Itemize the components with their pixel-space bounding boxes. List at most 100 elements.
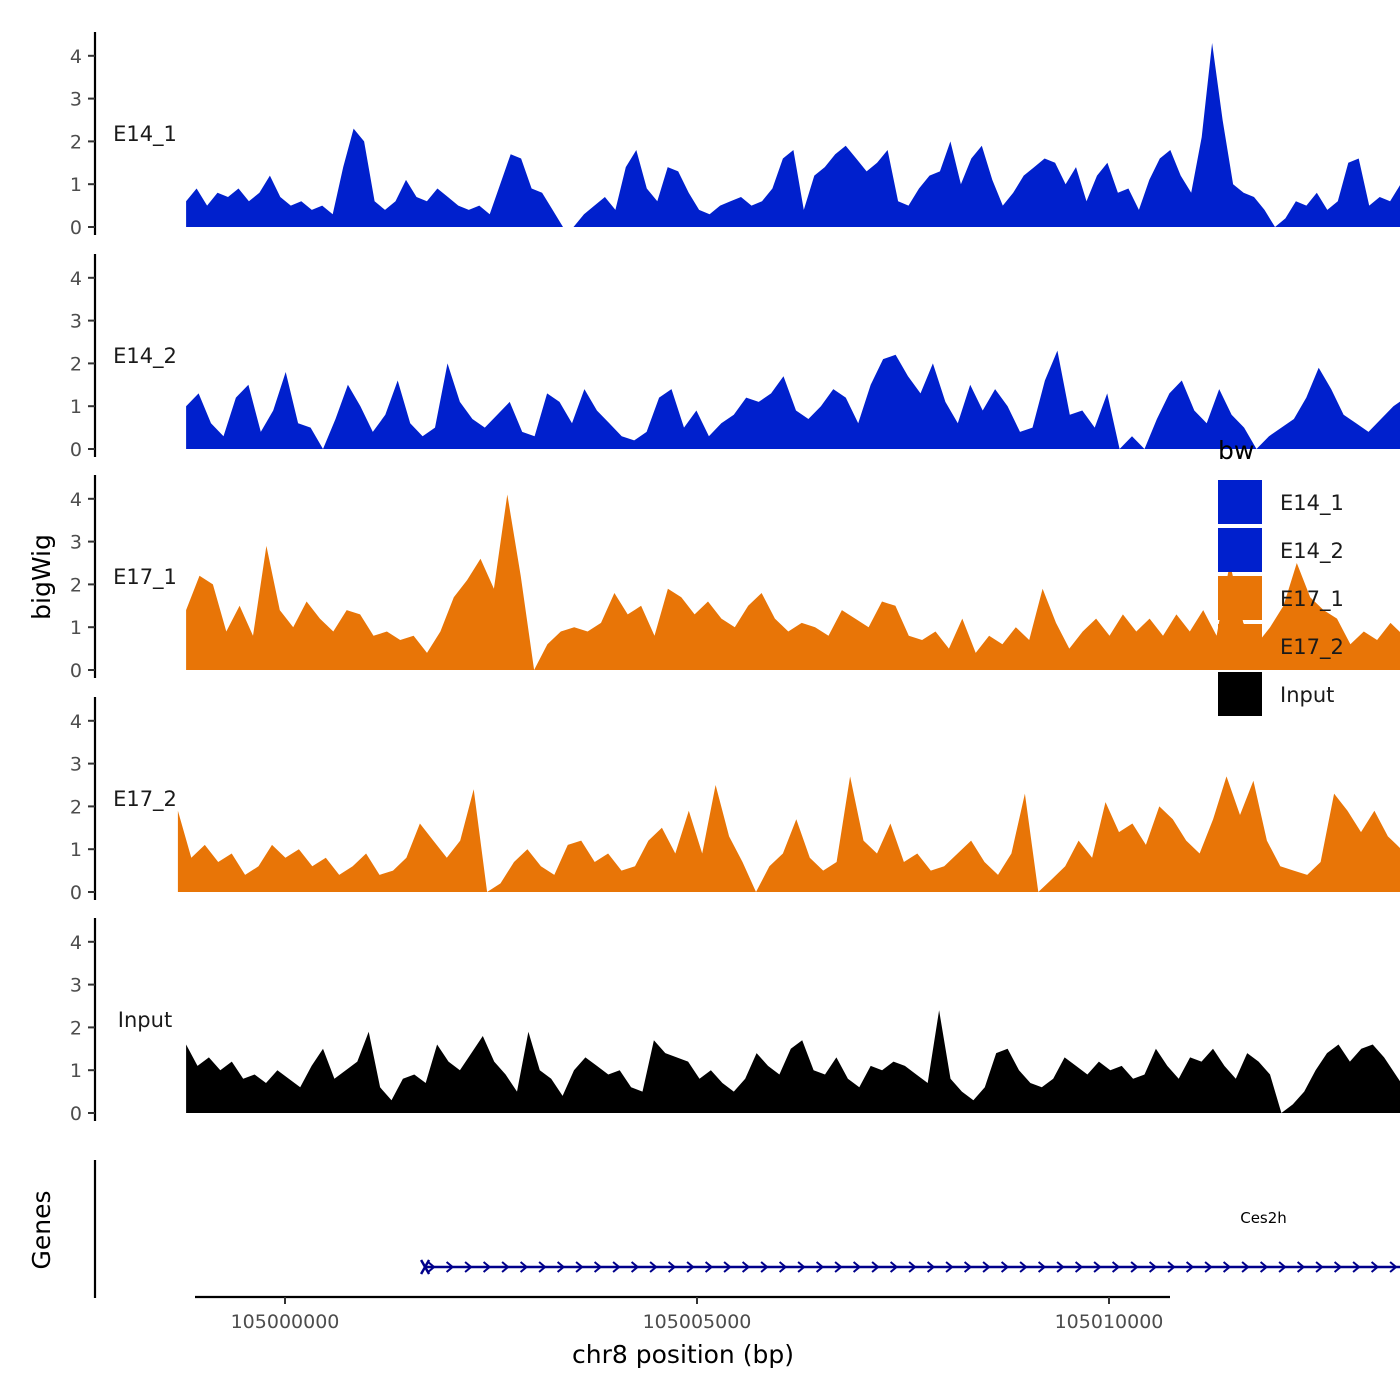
strand-arrow-icon [1204, 1261, 1213, 1273]
strand-arrow-icon [1352, 1261, 1361, 1273]
y-tick-label: 2 [70, 1017, 82, 1039]
x-tick-label: 105000000 [231, 1311, 340, 1333]
strand-arrow-icon [427, 1261, 436, 1273]
y-tick-label: 4 [70, 489, 82, 511]
strand-arrow-icon [686, 1261, 695, 1273]
track-e17-2: 0 1 2 3 4 E17_2 [70, 697, 1400, 904]
y-tick-label: 2 [70, 574, 82, 596]
y-tick-label: 2 [70, 353, 82, 375]
strand-arrow-icon [1278, 1261, 1287, 1273]
tracks-layer: 0 1 2 3 4 E14_1 0 1 2 3 4 E14_2 0 1 2 3 4 E17_1 0 1 2 3 4 E17_2… [70, 32, 1400, 1125]
strand-arrow-icon [1389, 1261, 1398, 1273]
area-e14-1 [186, 43, 1400, 227]
x-axis-title: chr8 position (bp) [572, 1340, 794, 1369]
legend-item-e17-1: E17_1 [1218, 576, 1344, 620]
y-tick-label: 3 [70, 975, 82, 997]
legend-item-e14-2: E14_2 [1218, 528, 1344, 572]
y-tick-label: 4 [70, 268, 82, 290]
legend-swatch-e14-1 [1218, 480, 1262, 524]
strand-arrow-icon [538, 1261, 547, 1273]
strand-arrow-icon [1000, 1261, 1010, 1273]
legend: bw E14_1 E14_2 E17_1 E17_2 Input [1218, 436, 1344, 716]
legend-swatch-e17-1 [1218, 576, 1262, 620]
strand-arrow-icon [834, 1261, 843, 1273]
strand-arrow-icon [501, 1261, 510, 1273]
strand-arrow-icon [1056, 1261, 1065, 1273]
strand-arrow-icon [1370, 1261, 1380, 1273]
area-e14-2 [186, 350, 1400, 449]
x-tick-label: 105005000 [643, 1311, 752, 1333]
strand-arrow-icon [1222, 1261, 1232, 1273]
strand-arrow-icon [945, 1261, 954, 1273]
legend-item-input: Input [1218, 672, 1334, 716]
gene-name-label: Ces2h [1240, 1209, 1287, 1227]
legend-swatch-e14-2 [1218, 528, 1262, 572]
y-tick-label: 3 [70, 532, 82, 554]
legend-label-e14-1: E14_1 [1280, 491, 1344, 516]
y-tick-label: 4 [70, 932, 82, 954]
track-label-e14-1: E14_1 [113, 122, 177, 147]
y-tick-label: 1 [70, 617, 82, 639]
strand-arrow-icon [908, 1261, 917, 1273]
track-e14-2: 0 1 2 3 4 E14_2 [70, 254, 1400, 461]
area-input [186, 1010, 1400, 1113]
track-label-e17-2: E17_2 [113, 787, 177, 812]
y-tick-label: 0 [70, 882, 82, 904]
strand-arrow-icon [575, 1261, 584, 1273]
strand-arrow-icon [926, 1261, 936, 1273]
strand-arrow-icon [889, 1261, 899, 1273]
strand-arrow-icon [649, 1261, 658, 1273]
legend-item-e14-1: E14_1 [1218, 480, 1344, 524]
legend-swatch-input [1218, 672, 1262, 716]
strand-arrow-icon [852, 1261, 862, 1273]
legend-label-e17-1: E17_1 [1280, 587, 1344, 612]
y-tick-label: 3 [70, 89, 82, 111]
y-tick-label: 3 [70, 754, 82, 776]
strand-arrow-icon [797, 1261, 806, 1273]
legend-label-input: Input [1280, 683, 1334, 707]
strand-arrow-icon [630, 1261, 640, 1273]
x-tick-label: 105010000 [1055, 1311, 1164, 1333]
strand-arrow-icon [482, 1261, 492, 1273]
strand-arrow-icon [1074, 1261, 1084, 1273]
strand-arrow-icon [778, 1261, 788, 1273]
y-tick-label: 0 [70, 217, 82, 239]
strand-arrow-icon [667, 1261, 677, 1273]
strand-arrow-icon [1019, 1261, 1028, 1273]
track-e17-1: 0 1 2 3 4 E17_1 [70, 475, 1400, 682]
legend-swatch-e17-2 [1218, 624, 1262, 668]
y-tick-label: 4 [70, 46, 82, 68]
y-axis-title: bigWig [27, 534, 56, 620]
legend-label-e14-2: E14_2 [1280, 539, 1344, 564]
y-tick-label: 0 [70, 660, 82, 682]
area-e17-1 [186, 494, 1400, 670]
track-label-e14-2: E14_2 [113, 344, 177, 369]
y-tick-label: 4 [70, 711, 82, 733]
track-label-e17-1: E17_1 [113, 565, 177, 590]
strand-arrow-icon [982, 1261, 991, 1273]
strand-arrow-icon [1167, 1261, 1176, 1273]
x-axis: 1050000001050050001050100001050150001050… [195, 1295, 1170, 1333]
strand-arrow-icon [1241, 1261, 1250, 1273]
track-e14-1: 0 1 2 3 4 E14_1 [70, 32, 1400, 239]
genes-axis-title: Genes [27, 1190, 56, 1269]
strand-arrow-icon [1296, 1261, 1306, 1273]
strand-arrow-icon [723, 1261, 732, 1273]
strand-arrow-icon [815, 1261, 825, 1273]
strand-arrow-icon [1148, 1261, 1158, 1273]
strand-arrow-icon [556, 1261, 566, 1273]
strand-arrow-icon [704, 1261, 714, 1273]
y-tick-label: 1 [70, 174, 82, 196]
y-tick-label: 1 [70, 839, 82, 861]
strand-arrow-icon [1037, 1261, 1047, 1273]
track-label-input: Input [118, 1008, 172, 1032]
track-input: 0 1 2 3 4 Input [70, 918, 1400, 1125]
strand-arrow-icon [1111, 1261, 1121, 1273]
y-tick-label: 2 [70, 796, 82, 818]
legend-title: bw [1218, 436, 1254, 465]
strand-arrow-icon [760, 1261, 769, 1273]
strand-arrow-icon [1259, 1261, 1269, 1273]
strand-arrow-icon [741, 1261, 751, 1273]
strand-arrow-icon [464, 1261, 473, 1273]
